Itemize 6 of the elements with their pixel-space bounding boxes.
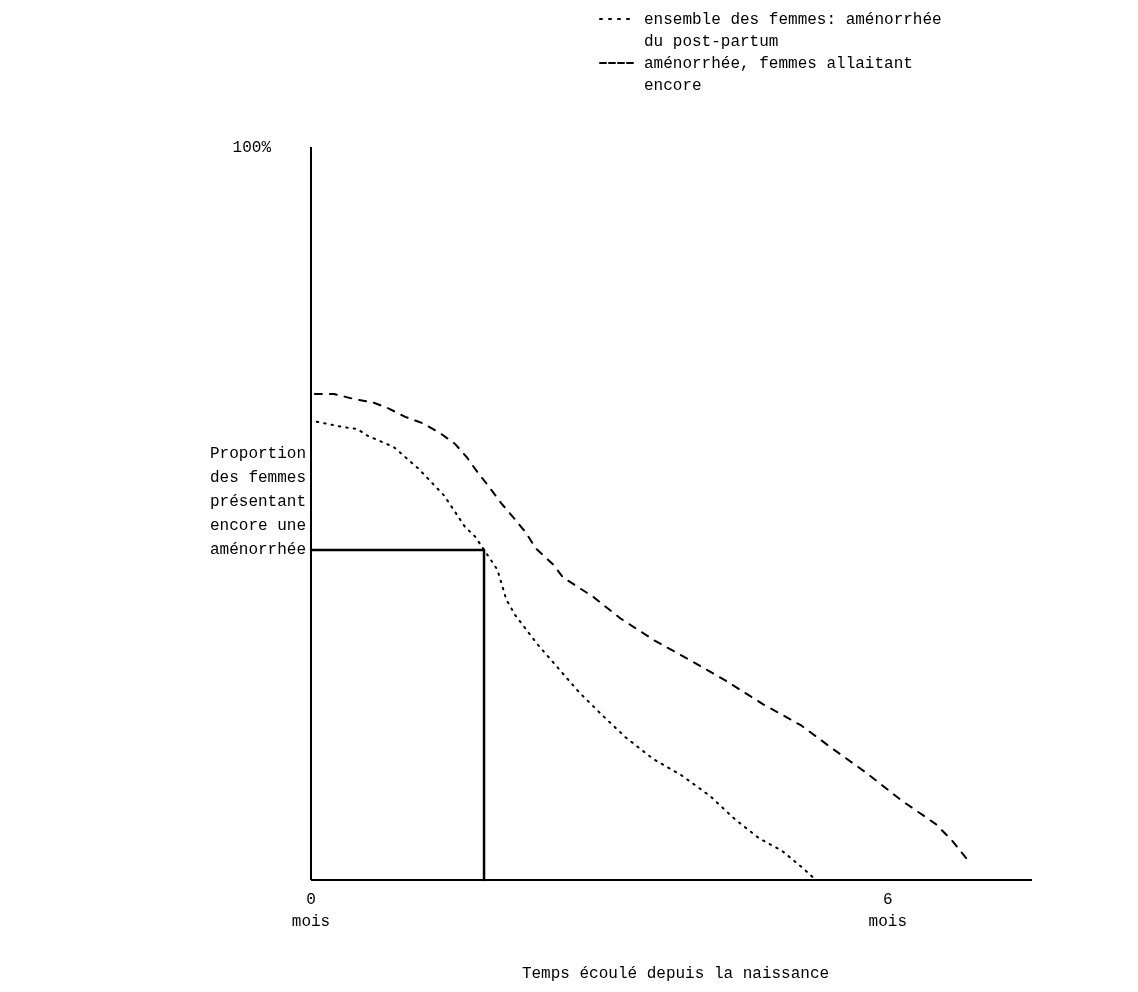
text: 100% [232,139,272,157]
x-axis-title: Temps écoulé depuis la naissance [521,965,830,983]
x-tick-label: 6 mois [868,891,907,931]
y-axis-title: Proportion des femmes présentant encore une aménorrhée [210,445,307,559]
x-tick-label: 0 mois [291,891,331,931]
legend-label: aménorrhée, femmes allaitant encore [644,55,913,95]
